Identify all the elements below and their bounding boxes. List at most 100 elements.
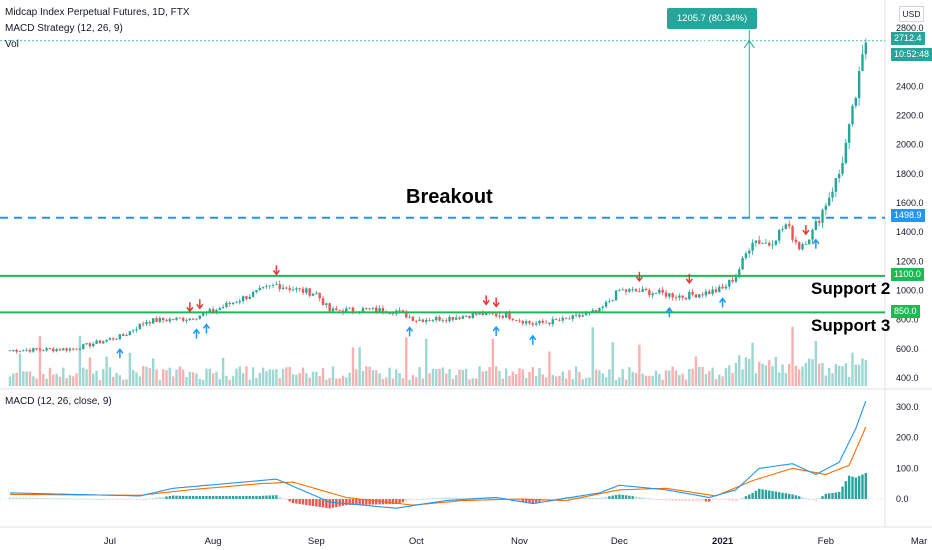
price-tick-label: 2200.0 <box>896 111 924 121</box>
sell-arrow-head <box>635 276 643 283</box>
macd-histogram-bar <box>261 495 265 499</box>
candle-body <box>654 293 658 294</box>
symbol-title[interactable]: Midcap Index Perpetual Futures, 1D, FTX <box>5 7 190 18</box>
macd-histogram-bar <box>571 496 574 499</box>
candle-body <box>95 340 98 344</box>
volume-bar <box>638 344 641 386</box>
candle-body <box>631 289 634 290</box>
macd-legend[interactable]: MACD (12, 26, close, 9) <box>5 396 112 407</box>
candle-body <box>471 313 475 319</box>
candle-body <box>365 308 368 309</box>
candle-body <box>248 296 251 300</box>
time-tick-label: Aug <box>205 536 222 547</box>
volume-bar <box>498 370 501 386</box>
candle-body <box>651 293 654 296</box>
volume-bar <box>438 368 441 386</box>
macd-histogram-bar <box>528 499 531 503</box>
candle-body <box>132 330 135 332</box>
candle-body <box>601 306 604 308</box>
volume-bar <box>55 373 58 386</box>
indicator-legend[interactable]: MACD Strategy (12, 26, 9) <box>5 23 123 34</box>
candle-body <box>401 310 405 312</box>
macd-histogram-bar <box>644 497 648 499</box>
volume-bar <box>837 365 841 386</box>
macd-histogram-bar <box>65 498 68 500</box>
volume-bar <box>72 376 75 386</box>
volume-bar <box>554 376 558 386</box>
volume-bar <box>388 367 391 386</box>
candle-body <box>371 307 375 309</box>
macd-histogram-bar <box>198 496 201 499</box>
candle-body <box>614 290 618 301</box>
candle-body <box>548 322 551 325</box>
volume-bar <box>122 379 125 386</box>
candle-body <box>641 288 644 292</box>
candle-body <box>198 315 201 319</box>
macd-histogram-bar <box>741 497 744 499</box>
macd-histogram-bar <box>221 496 225 499</box>
volume-bar <box>608 369 611 386</box>
volume-bar <box>734 363 738 386</box>
volume-bar <box>578 372 581 386</box>
macd-histogram-bar <box>738 499 741 500</box>
volume-bar <box>821 362 824 386</box>
candle-body <box>245 296 248 300</box>
candle-body <box>265 285 268 287</box>
candle-body <box>634 289 638 292</box>
macd-histogram-bar <box>22 497 25 499</box>
candle-body <box>291 289 295 291</box>
volume-bar <box>508 375 511 386</box>
macd-histogram-bar <box>105 499 108 500</box>
volume-bar <box>238 366 241 386</box>
candle-body <box>108 338 112 340</box>
volume-bar <box>381 378 385 386</box>
macd-histogram-bar <box>92 498 95 500</box>
volume-bar <box>148 368 152 386</box>
volume-legend[interactable]: Vol <box>5 39 19 50</box>
candle-body <box>82 344 85 350</box>
macd-histogram-bar <box>188 496 192 499</box>
volume-bar <box>788 363 791 386</box>
candle-body <box>65 348 68 351</box>
candle-body <box>261 286 265 288</box>
macd-histogram-bar <box>132 499 135 500</box>
macd-histogram-bar <box>258 495 261 499</box>
volume-bar <box>181 369 185 386</box>
macd-histogram-bar <box>841 486 844 499</box>
candle-body <box>758 240 761 244</box>
macd-histogram-bar <box>38 497 42 499</box>
volume-bar <box>418 367 421 386</box>
candle-body <box>778 229 781 241</box>
macd-histogram-bar <box>728 499 731 501</box>
volume-bar <box>108 367 112 386</box>
volume-bar <box>211 373 215 386</box>
macd-histogram-bar <box>594 497 598 499</box>
candle-body <box>781 229 784 230</box>
volume-bar <box>415 377 418 386</box>
volume-bar <box>75 373 78 386</box>
macd-histogram-bar <box>451 497 455 499</box>
candle-body <box>155 318 158 322</box>
candle-body <box>195 318 198 320</box>
candle-body <box>518 320 521 322</box>
buy-arrow-head <box>492 325 500 332</box>
volume-bar <box>571 379 574 386</box>
volume-bar <box>248 379 251 386</box>
support3-annotation: Support 3 <box>811 316 891 335</box>
volume-bar <box>474 378 478 386</box>
candle-body <box>568 318 571 320</box>
candle-body <box>514 320 518 321</box>
candle-body <box>211 309 215 313</box>
candle-body <box>28 349 32 352</box>
macd-histogram-bar <box>18 497 22 499</box>
volume-bar <box>145 366 148 386</box>
macd-histogram-bar <box>744 496 748 499</box>
volume-bar <box>458 369 461 386</box>
candle-body <box>691 291 694 295</box>
currency-label[interactable]: USD <box>899 6 924 22</box>
macd-histogram-bar <box>794 495 798 499</box>
volume-bar <box>801 366 804 386</box>
candle-body <box>151 318 155 324</box>
volume-bar <box>524 378 528 386</box>
candle-body <box>571 315 574 320</box>
